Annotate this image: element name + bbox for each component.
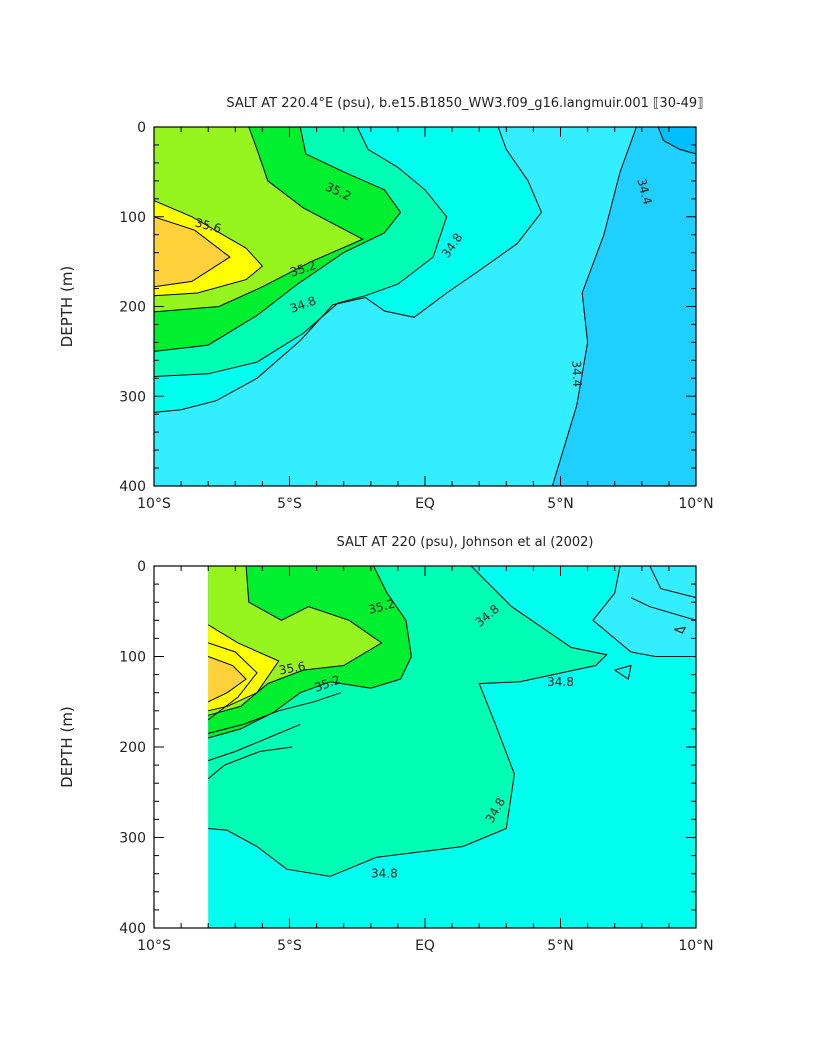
y-tick-label: 400 [119, 921, 146, 937]
y-tick-label: 300 [119, 831, 146, 847]
contour-line [154, 200, 264, 297]
contour-label: 34.4 [634, 177, 654, 206]
x-tick-label: 10°N [678, 496, 713, 512]
x-tick-label: 5°S [277, 938, 302, 954]
y-tick-label: 300 [119, 389, 146, 405]
contour-line [208, 692, 342, 734]
x-tick-label: 5°S [277, 496, 302, 512]
salinity-field: 35.635.235.234.834.834.834.8 [207, 566, 696, 928]
contour-label: 34.4 [569, 360, 584, 387]
contour-line [657, 127, 696, 155]
x-tick-label: EQ [415, 496, 435, 512]
x-tick-label: 5°N [547, 938, 573, 954]
contour-label: 34.8 [547, 675, 574, 689]
panel-title: SALT AT 220.4°E (psu), b.e15.B1850_WW3.f… [226, 96, 703, 111]
contour-fill [658, 127, 696, 154]
contour-line [207, 624, 280, 712]
contour-line [154, 127, 448, 377]
y-tick-label: 0 [137, 120, 146, 136]
contour-line [551, 127, 637, 486]
contour-line [208, 566, 608, 877]
y-tick-label: 400 [119, 479, 146, 495]
y-tick-label: 200 [119, 300, 146, 316]
contour-fill [552, 127, 696, 486]
y-tick-label: 200 [119, 740, 146, 756]
contour-line [208, 723, 301, 762]
contour-fill [208, 656, 247, 702]
contour-line [154, 127, 543, 413]
contour-label: 35.6 [278, 659, 307, 677]
contour-label: 35.6 [193, 216, 222, 236]
contour-line [614, 664, 632, 680]
contour-label: 35.2 [367, 597, 396, 617]
y-tick-label: 0 [137, 559, 146, 575]
contour-line [649, 566, 696, 599]
x-tick-label: 10°S [137, 938, 171, 954]
contour-line [207, 746, 293, 780]
contour-line [207, 656, 247, 703]
contour-line [208, 566, 412, 739]
contour-line [592, 566, 696, 657]
y-axis-label: DEPTH (m) [58, 706, 76, 788]
salinity-field: 35.635.235.234.834.834.434.4 [154, 127, 696, 486]
y-tick-label: 100 [119, 650, 146, 666]
x-tick-label: 5°N [547, 496, 573, 512]
contour-line [154, 216, 231, 288]
contour-label: 34.8 [371, 867, 398, 881]
y-tick-label: 100 [119, 210, 146, 226]
panel-title: SALT AT 220 (psu), Johnson et al (2002) [336, 535, 593, 550]
contour-line [674, 626, 687, 634]
x-tick-label: 10°S [137, 496, 171, 512]
panel-observed-salinity: 35.635.235.234.834.834.834.810°S 5°S EQ 5°N… [58, 535, 714, 954]
contour-line [208, 566, 383, 716]
y-axis-label: DEPTH (m) [58, 266, 76, 348]
contour-line [207, 642, 258, 721]
contour-line [630, 597, 696, 621]
panel-model-salinity: 35.635.235.234.834.834.434.410°S 5°S EQ 5°N… [58, 96, 714, 512]
contour-fill [154, 216, 230, 287]
contour-fill [593, 566, 696, 657]
contour-line [154, 127, 402, 352]
x-tick-label: 10°N [678, 938, 713, 954]
contour-line [154, 127, 364, 313]
x-tick-label: EQ [415, 938, 435, 954]
